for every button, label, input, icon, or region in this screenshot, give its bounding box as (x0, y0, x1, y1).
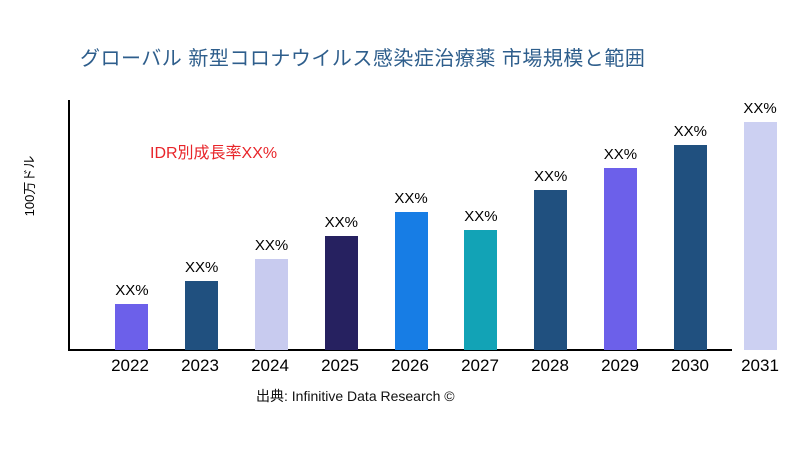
bar-2024 (254, 259, 288, 350)
source-text: 出典: Infinitive Data Research © (256, 388, 455, 404)
bar-2026 (394, 212, 428, 350)
bar-value-label: XX% (115, 282, 149, 299)
x-tick-label-2028: 2028 (531, 356, 569, 375)
growth-rate-annotation: IDR別成長率XX% (150, 145, 278, 162)
bar-slot-2022: XX% (97, 100, 167, 350)
bar-slot-2026: XX% (376, 100, 446, 350)
bar-slot-2024: XX% (237, 100, 307, 350)
bar-2031 (743, 122, 777, 350)
bar-2022 (115, 304, 149, 350)
x-tick-label-2027: 2027 (461, 356, 499, 375)
x-tick-label-2025: 2025 (321, 356, 359, 375)
bar-value-label: XX% (534, 168, 568, 185)
bar-value-label: XX% (464, 208, 498, 225)
bar-value-label: XX% (324, 214, 358, 231)
x-tick-label-2029: 2029 (601, 356, 639, 375)
x-tick-label-2031: 2031 (741, 356, 779, 375)
x-tick-label-2024: 2024 (251, 356, 289, 375)
bar-value-label: XX% (394, 190, 428, 207)
y-axis-label: 100万ドル (22, 155, 37, 217)
x-tick-label-2023: 2023 (181, 356, 219, 375)
bar-slot-2030: XX% (655, 100, 725, 350)
chart-title: グローバル 新型コロナウイルス感染症治療薬 市場規模と範囲 (80, 48, 646, 70)
bar-slot-2027: XX% (446, 100, 516, 350)
bar-value-label: XX% (603, 146, 638, 163)
x-tick-label-2030: 2030 (671, 356, 709, 375)
x-tick-label-2026: 2026 (391, 356, 429, 375)
bar-2030 (673, 145, 707, 350)
bar-2027 (464, 230, 498, 350)
plot-area: XX% XX% XX% XX% XX% XX% XX% XX% XX% XX% (68, 100, 795, 351)
bar-slot-2025: XX% (306, 100, 376, 350)
bar-value-label: XX% (743, 100, 777, 117)
x-axis-line (68, 349, 732, 351)
bar-slot-2023: XX% (167, 100, 237, 350)
bar-2028 (534, 190, 568, 350)
bar-slot-2029: XX% (586, 100, 656, 350)
bars-container: XX% XX% XX% XX% XX% XX% XX% XX% XX% XX% (97, 100, 795, 350)
bar-value-label: XX% (185, 259, 219, 276)
x-axis-labels: 2022 2023 2024 2025 2026 2027 2028 2029 2030 2031 (95, 356, 795, 376)
bar-value-label: XX% (254, 237, 289, 254)
bar-slot-2028: XX% (516, 100, 586, 350)
x-tick-label-2022: 2022 (111, 356, 149, 375)
bar-slot-2031: XX% (725, 100, 795, 350)
bar-2023 (185, 281, 219, 350)
bar-2025 (324, 236, 358, 350)
bar-value-label: XX% (673, 123, 707, 140)
bar-2029 (603, 168, 637, 350)
